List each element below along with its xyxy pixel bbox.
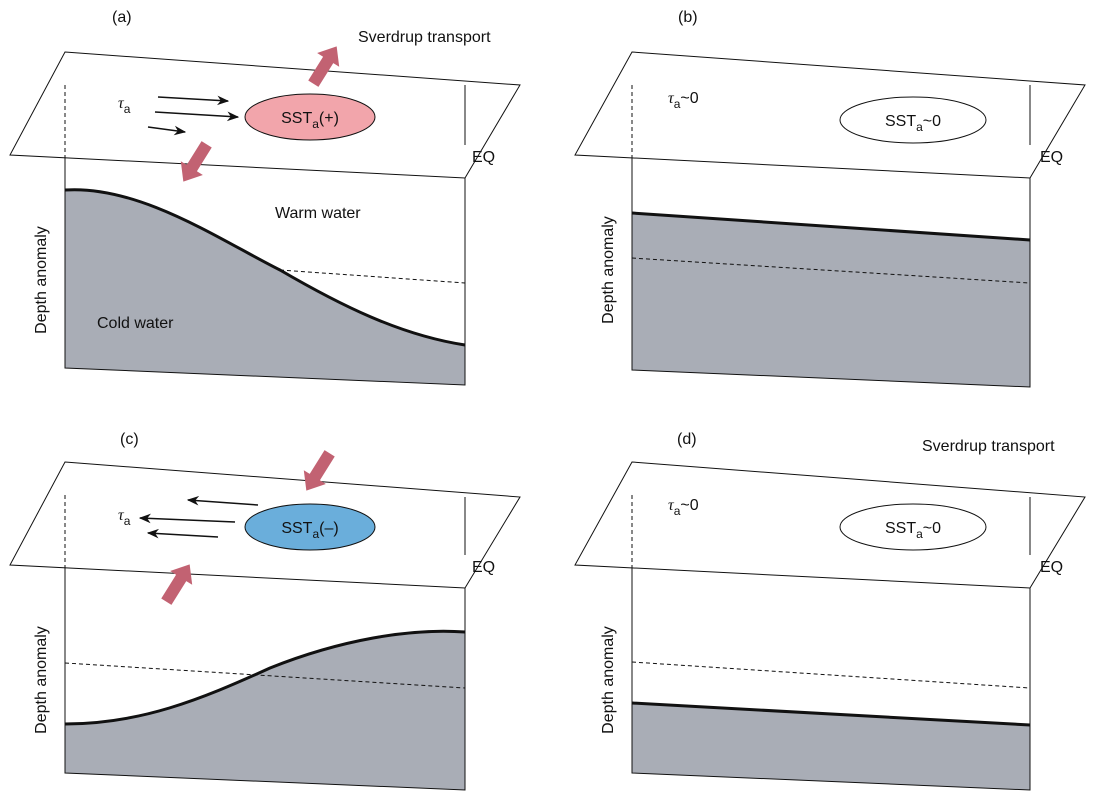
text-part: a — [312, 527, 319, 541]
transport-arrow — [155, 557, 201, 609]
text-part: τ — [118, 95, 125, 112]
transport-arrow — [295, 446, 341, 498]
eq-label: EQ — [472, 559, 495, 576]
sst-ellipse — [839, 96, 987, 144]
sst-label: SSTa(+) — [281, 110, 339, 131]
cold-layer — [632, 703, 1030, 790]
text-part: ~0 — [680, 497, 698, 514]
text-part: ~0 — [680, 90, 698, 107]
text-part: SST — [885, 520, 916, 537]
warm-label: Warm water — [275, 205, 361, 222]
sverdrup-label: Sverdrup transport — [358, 29, 491, 46]
text-part: ~0 — [923, 113, 941, 130]
text-part: a — [674, 97, 681, 111]
sst-ellipse — [839, 503, 987, 551]
box-edges — [64, 497, 466, 791]
surface-plane — [9, 51, 521, 179]
sst-label: SSTa~0 — [885, 520, 941, 541]
text-part: a — [124, 102, 131, 116]
transport-arrow — [302, 39, 348, 91]
text-part: τ — [668, 90, 675, 107]
text-part: a — [916, 527, 923, 541]
cold-layer — [632, 213, 1030, 387]
depth-label: Depth anomaly — [600, 626, 617, 734]
wind-arrow — [157, 95, 230, 106]
surface-plane — [574, 51, 1086, 179]
panel-a: (a) Sverdrup transport τa SSTa(+) EQ War… — [9, 9, 521, 386]
panel-c: (c) τa SSTa(–) EQ Depth anomaly — [9, 431, 521, 791]
text-part: τ — [118, 507, 125, 524]
sverdrup-label: Sverdrup transport — [922, 438, 1055, 455]
cold-layer — [65, 631, 465, 790]
wind-arrow — [147, 125, 187, 136]
panel-d: (d) Sverdrup transport τa~0 SSTa~0 EQ De… — [574, 431, 1086, 791]
surface-plane — [574, 461, 1086, 589]
box-edges — [64, 85, 466, 386]
text-part: ~0 — [923, 520, 941, 537]
mean-thermocline — [631, 257, 1031, 284]
eq-label: EQ — [1040, 559, 1063, 576]
thermocline — [64, 188, 466, 347]
panel-label: (d) — [677, 431, 697, 448]
wind-arrow — [138, 513, 236, 524]
mean-thermocline — [279, 269, 466, 284]
wind-arrow — [186, 495, 259, 506]
thermocline — [631, 211, 1031, 242]
tau-label: τa~0 — [668, 90, 699, 111]
wind-arrow — [154, 111, 240, 122]
panel-label: (c) — [120, 431, 139, 448]
panel-label: (b) — [678, 9, 698, 26]
box-edges — [631, 85, 1031, 388]
depth-label: Depth anomaly — [600, 216, 617, 324]
text-part: SST — [281, 520, 312, 537]
mean-thermocline — [64, 662, 466, 689]
depth-label: Depth anomaly — [33, 226, 50, 334]
box-edges — [631, 497, 1031, 791]
text-part: a — [124, 514, 131, 528]
transport-arrow — [172, 137, 218, 189]
text-part: SST — [281, 110, 312, 127]
text-part: (–) — [319, 520, 339, 537]
text-part: τ — [668, 497, 675, 514]
thermocline — [631, 701, 1031, 727]
tau-label: τa~0 — [668, 497, 699, 518]
sst-ellipse — [244, 503, 376, 551]
panel-label: (a) — [112, 9, 132, 26]
eq-label: EQ — [1040, 149, 1063, 166]
panel-b: (b) τa~0 SSTa~0 EQ Depth anomaly — [574, 9, 1086, 388]
text-part: a — [674, 504, 681, 518]
tau-label: τa — [118, 95, 131, 116]
depth-label: Depth anomaly — [33, 626, 50, 734]
mean-thermocline — [631, 661, 1031, 689]
text-part: SST — [885, 113, 916, 130]
cold-label: Cold water — [97, 315, 174, 332]
text-part: (+) — [319, 110, 339, 127]
text-part: a — [312, 117, 319, 131]
sst-ellipse — [244, 93, 376, 141]
wind-arrow — [146, 528, 219, 539]
surface-plane — [9, 461, 521, 589]
sst-label: SSTa(–) — [281, 520, 338, 541]
tau-label: τa — [118, 507, 131, 528]
sst-label: SSTa~0 — [885, 113, 941, 134]
eq-label: EQ — [472, 149, 495, 166]
thermocline — [64, 629, 466, 726]
text-part: a — [916, 120, 923, 134]
cold-layer — [65, 189, 465, 385]
